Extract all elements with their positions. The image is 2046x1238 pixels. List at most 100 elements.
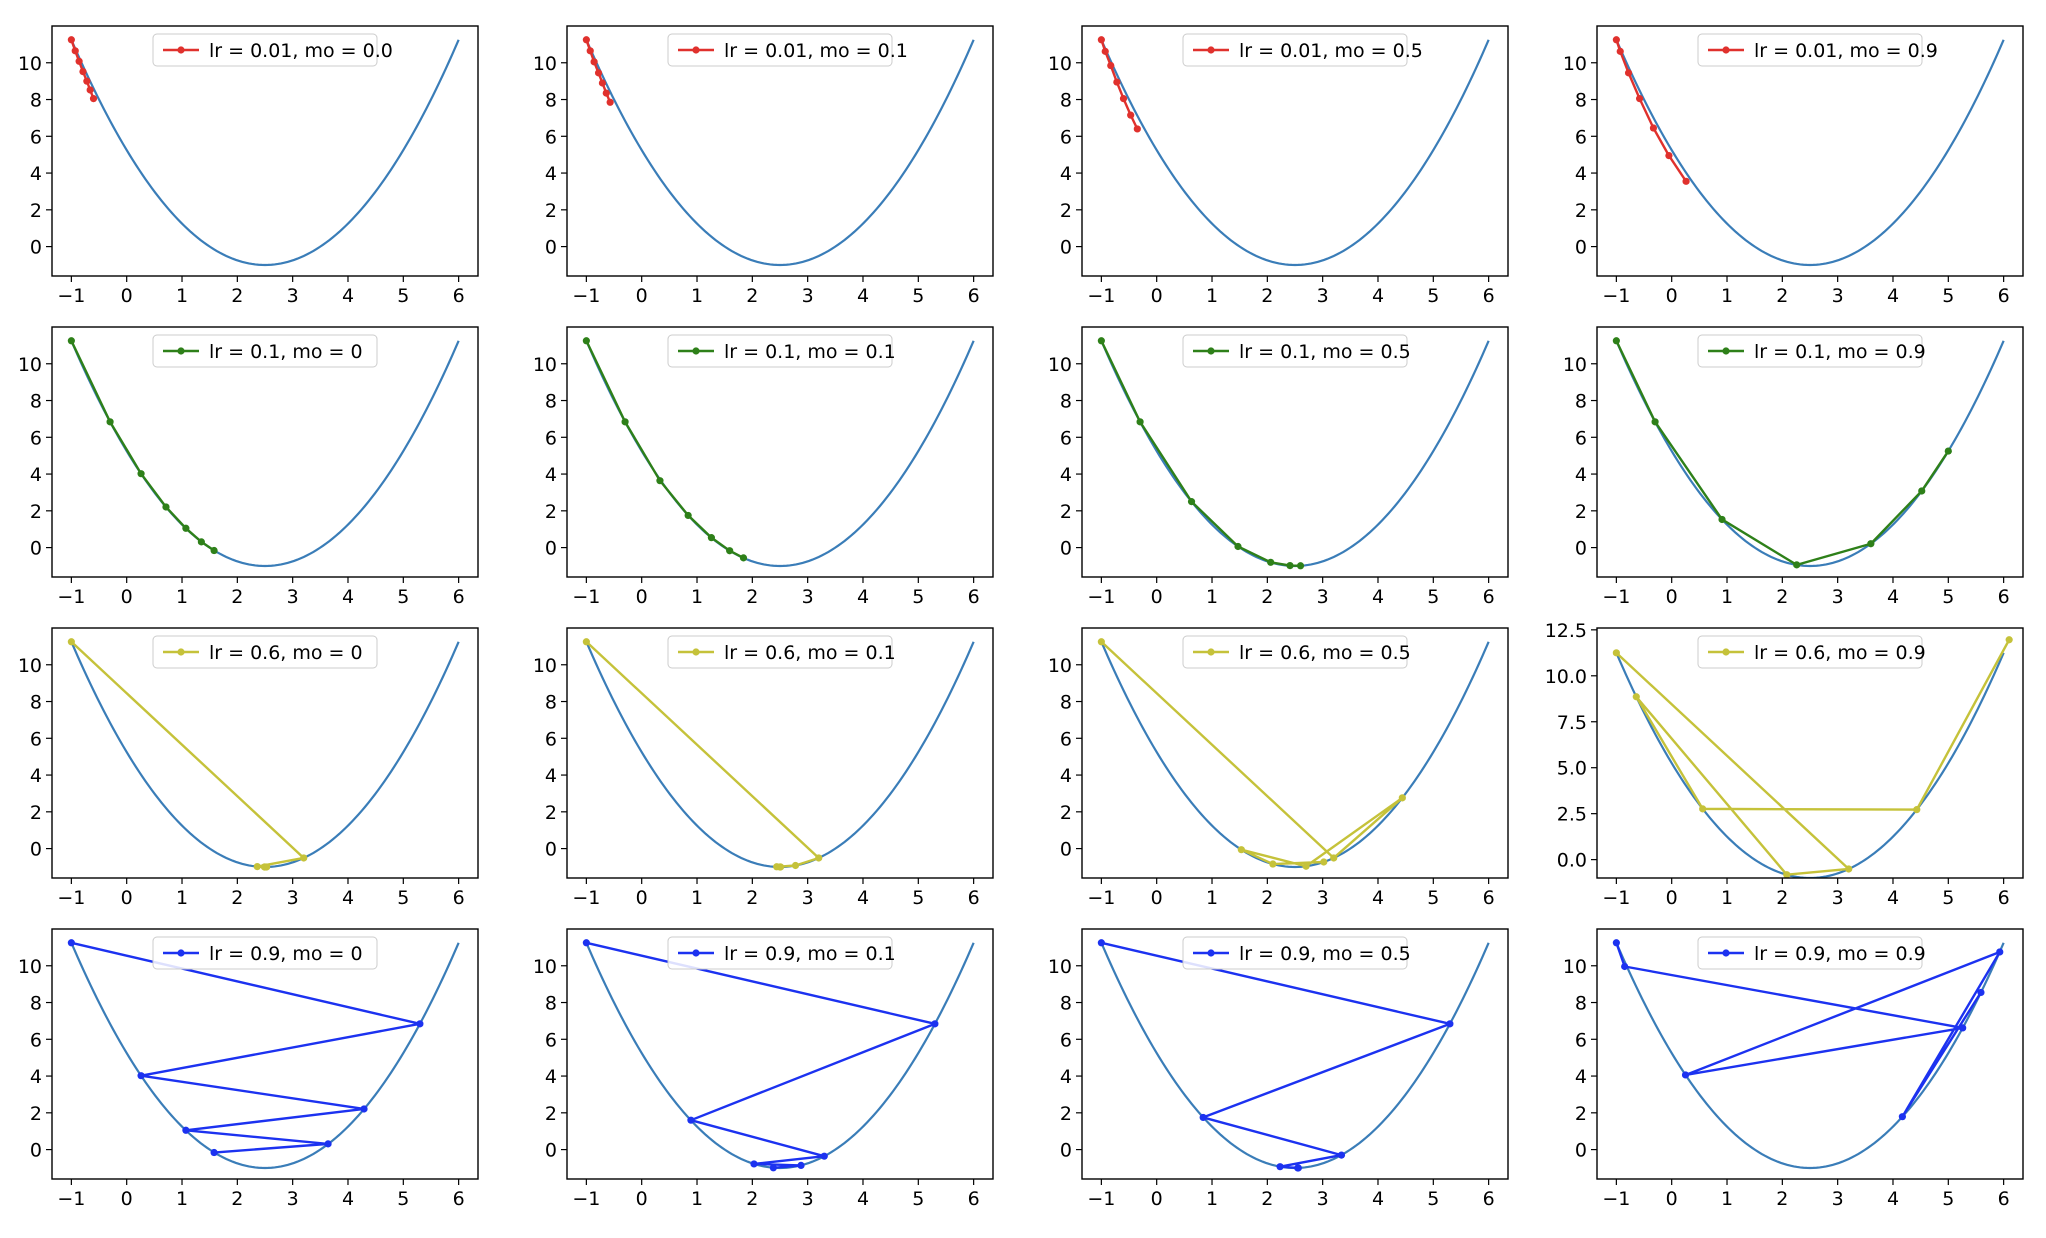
y-tick-label: 8 — [545, 391, 557, 413]
x-tick-label: 3 — [802, 285, 814, 307]
trajectory-point — [1097, 36, 1105, 44]
x-tick-label: −1 — [57, 887, 85, 909]
trajectory-point — [1187, 498, 1196, 506]
x-tick-label: 4 — [342, 285, 354, 307]
legend-marker — [1207, 46, 1215, 54]
y-tick-label: 2 — [30, 200, 42, 222]
x-tick-label: 4 — [857, 586, 869, 608]
y-tick-label: 0 — [545, 839, 557, 861]
function-curve — [1615, 942, 2005, 1170]
y-tick-label: 2 — [545, 200, 557, 222]
legend-marker — [692, 347, 700, 355]
legend-box — [667, 33, 893, 67]
y-tick-label: 12.5 — [1545, 620, 1587, 642]
x-tick-label: 1 — [691, 887, 703, 909]
x-tick-label: 0 — [121, 887, 133, 909]
subplot-15: −1 0 1 2 3 4 5 6 0 2 4 6 8 10 lr = 0.9, mo = 0.5 — [1048, 928, 1509, 1210]
x-tick-label: 4 — [857, 285, 869, 307]
y-tick-label: 8 — [1060, 391, 1072, 413]
legend: lr = 0.01, mo = 0.9 — [1697, 33, 1938, 67]
trajectory — [1612, 939, 2004, 1121]
trajectory-point — [621, 418, 629, 426]
y-tick-label: 6 — [1575, 126, 1587, 148]
y-tick-label: 8 — [1575, 90, 1587, 112]
y-tick-label: 2 — [30, 1103, 42, 1125]
y-tick-label: 2 — [30, 501, 42, 523]
legend-marker — [1722, 347, 1730, 355]
x-tick-label: 2 — [746, 887, 758, 909]
y-tick-label: 4 — [1060, 464, 1072, 486]
trajectory-line — [1615, 340, 1950, 567]
x-tick-label: 0 — [1666, 1188, 1678, 1210]
y-tick-label: 2 — [1060, 200, 1072, 222]
trajectory-point — [137, 470, 145, 478]
y-tick-label: 2 — [1060, 501, 1072, 523]
y-tick-label: 4 — [1060, 765, 1072, 787]
trajectory-point — [182, 1126, 190, 1134]
trajectory-point — [750, 1160, 758, 1168]
x-tick-label: 0 — [121, 586, 133, 608]
trajectory — [67, 337, 218, 555]
x-tick-label: 2 — [231, 887, 243, 909]
trajectory-point — [1286, 562, 1294, 570]
trajectory-point — [137, 1072, 145, 1080]
trajectory — [67, 939, 424, 1157]
x-tick-label: 5 — [1427, 285, 1439, 307]
legend-label: lr = 0.1, mo = 0.5 — [1239, 341, 1411, 363]
trajectory — [1097, 337, 1305, 570]
trajectory-point — [684, 511, 692, 520]
trajectory-point — [1783, 871, 1791, 878]
trajectory-point — [726, 547, 734, 555]
trajectory-point — [210, 546, 218, 555]
trajectory-point — [931, 1020, 939, 1028]
trajectory-point — [197, 538, 205, 546]
x-tick-label: 2 — [1261, 887, 1273, 909]
trajectory-point — [1113, 78, 1121, 86]
y-tick-label: 2 — [545, 802, 557, 824]
trajectory-point — [1867, 540, 1875, 548]
trajectory-point — [594, 69, 603, 77]
trajectory — [1612, 36, 1690, 185]
x-tick-label: 3 — [1317, 586, 1329, 608]
legend: lr = 0.9, mo = 0 — [152, 936, 378, 970]
y-tick-label: 2 — [545, 501, 557, 523]
trajectory-point — [1337, 1151, 1346, 1159]
subplot-12: −1 0 1 2 3 4 5 6 0.0 2.5 5.0 7.5 10.0 12.5 lr = 0.6, m… — [1545, 620, 2024, 909]
x-tick-label: 2 — [231, 1188, 243, 1210]
x-tick-label: 6 — [1998, 586, 2010, 608]
trajectory-point — [582, 638, 590, 646]
x-tick-label: 3 — [802, 586, 814, 608]
trajectory-point — [1199, 1113, 1207, 1122]
trajectory-point — [86, 86, 94, 94]
x-tick-label: 6 — [1998, 285, 2010, 307]
y-tick-label: 4 — [545, 765, 557, 787]
trajectory-line — [1615, 639, 2011, 876]
axes-frame — [1596, 326, 2024, 578]
subplot-9: −1 0 1 2 3 4 5 6 0 2 4 6 8 10 lr = 0.6, mo = 0 — [18, 627, 479, 909]
trajectory-line — [585, 340, 745, 559]
y-tick-label: 10 — [533, 354, 557, 376]
legend: lr = 0.6, mo = 0.5 — [1182, 635, 1411, 669]
y-tick-label: 0 — [30, 237, 42, 259]
trajectory — [1097, 939, 1454, 1172]
trajectory-point — [1681, 1071, 1690, 1079]
x-tick-label: 0 — [1151, 1188, 1163, 1210]
trajectory-point — [1446, 1020, 1454, 1028]
y-tick-label: 8 — [30, 90, 42, 112]
x-tick-label: 1 — [1206, 586, 1218, 608]
x-tick-label: 3 — [1832, 887, 1844, 909]
trajectory-point — [1845, 865, 1853, 873]
y-tick-label: 4 — [1060, 1066, 1072, 1088]
x-tick-label: 5 — [1942, 887, 1954, 909]
trajectory-point — [71, 47, 79, 55]
y-tick-label: 4 — [1575, 464, 1587, 486]
y-tick-label: 10 — [533, 53, 557, 75]
x-tick-label: 0 — [121, 1188, 133, 1210]
trajectory-line — [1100, 640, 1404, 868]
function-curve — [70, 39, 460, 267]
axes-frame — [566, 326, 994, 578]
x-tick-label: 2 — [1776, 285, 1788, 307]
y-tick-label: 0 — [1575, 538, 1587, 560]
x-tick-label: 3 — [1832, 285, 1844, 307]
y-tick-label: 0 — [1060, 538, 1072, 560]
